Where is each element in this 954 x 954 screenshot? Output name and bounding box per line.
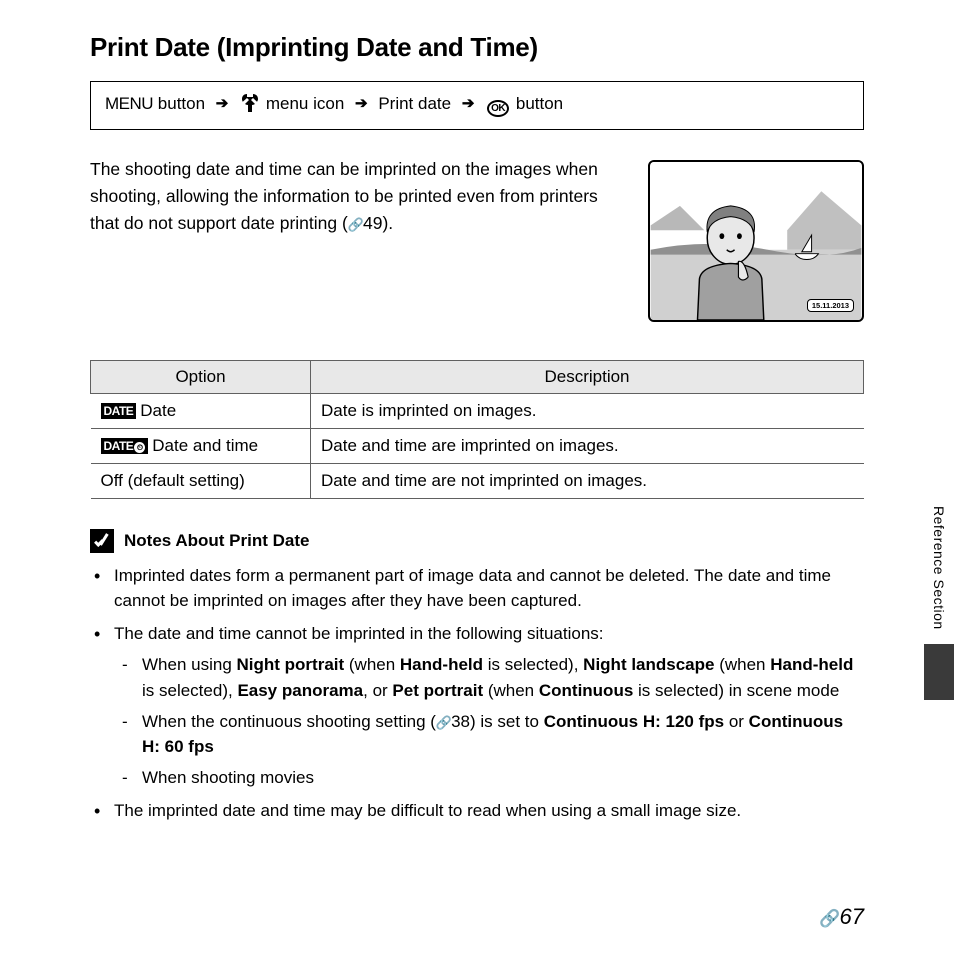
wrench-icon (242, 94, 258, 117)
intro-paragraph: The shooting date and time can be imprin… (90, 156, 624, 322)
link-icon: 🔗 (436, 713, 450, 732)
table-row: DATEDate Date is imprinted on images. (91, 394, 864, 429)
side-marker (924, 644, 954, 700)
table-header: Option (91, 361, 311, 394)
arrow-icon: ➔ (216, 94, 229, 112)
menu-label: MENU (105, 94, 153, 113)
checkmark-icon (90, 529, 114, 553)
side-label: Reference Section (925, 498, 953, 644)
page-title: Print Date (Imprinting Date and Time) (90, 32, 864, 63)
nav-seg: button (158, 94, 205, 113)
nav-seg: Print date (378, 94, 451, 113)
ok-icon: OK (487, 100, 509, 117)
note-item: The date and time cannot be imprinted in… (110, 621, 864, 790)
arrow-icon: ➔ (462, 94, 475, 112)
note-item: Imprinted dates form a permanent part of… (110, 563, 864, 613)
note-subitem: When using Night portrait (when Hand-hel… (138, 652, 864, 702)
date-badge-icon: DATE (101, 403, 137, 419)
table-row: Off (default setting) Date and time are … (91, 464, 864, 499)
note-subitem: When the continuous shooting setting (🔗3… (138, 709, 864, 759)
arrow-icon: ➔ (355, 94, 368, 112)
page-number: 🔗67 (819, 904, 864, 930)
date-stamp: 15.11.2013 (807, 299, 854, 312)
side-tab: Reference Section (924, 498, 954, 700)
nav-seg: button (516, 94, 563, 113)
clock-icon: ⏲ (134, 442, 145, 453)
note-subitem: When shooting movies (138, 765, 864, 790)
date-time-badge-icon: DATE⏲ (101, 438, 149, 454)
link-icon: 🔗 (819, 909, 838, 929)
nav-seg: menu icon (266, 94, 344, 113)
options-table: Option Description DATEDate Date is impr… (90, 360, 864, 499)
table-row: DATE⏲Date and time Date and time are imp… (91, 429, 864, 464)
note-item: The imprinted date and time may be diffi… (110, 798, 864, 823)
notes-list: Imprinted dates form a permanent part of… (90, 563, 864, 823)
link-icon: 🔗 (348, 215, 362, 235)
notes-heading: Notes About Print Date (90, 529, 864, 553)
navigation-path: MENU button ➔ menu icon ➔ Print date ➔ O… (90, 81, 864, 130)
table-header: Description (311, 361, 864, 394)
sample-illustration: 15.11.2013 (648, 160, 864, 322)
